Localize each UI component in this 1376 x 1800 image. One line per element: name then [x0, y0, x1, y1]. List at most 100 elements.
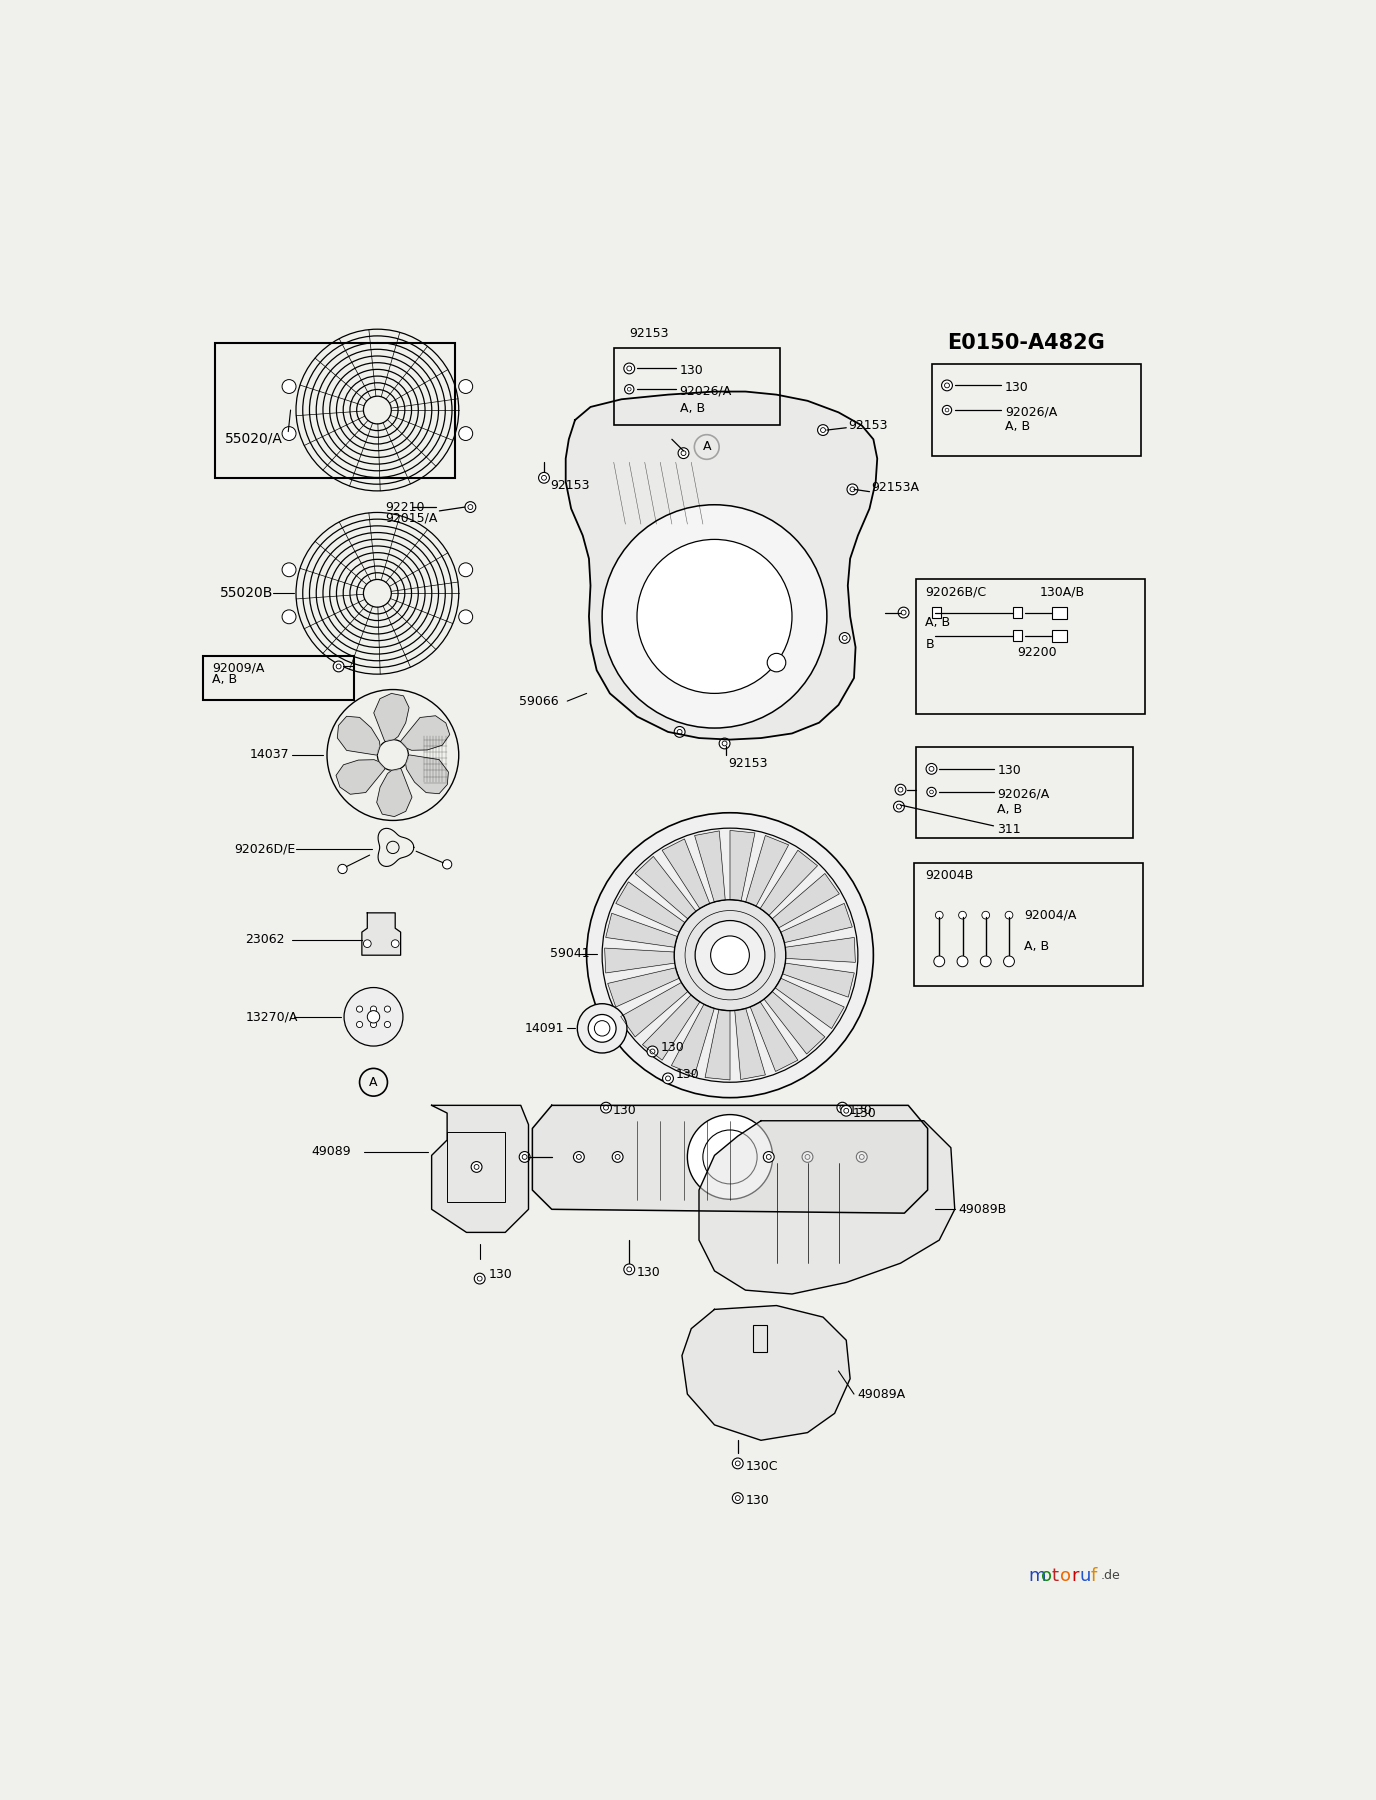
Circle shape: [688, 1114, 773, 1199]
Text: 92153: 92153: [848, 419, 888, 432]
Circle shape: [945, 409, 949, 412]
Polygon shape: [362, 913, 400, 956]
Bar: [915, 862, 1143, 986]
Text: 59066: 59066: [519, 695, 559, 707]
Circle shape: [615, 1154, 621, 1159]
Text: 130: 130: [612, 1103, 636, 1116]
Polygon shape: [783, 963, 854, 997]
Circle shape: [817, 425, 828, 436]
Text: 23062: 23062: [246, 932, 285, 947]
Text: 14037: 14037: [249, 749, 289, 761]
Circle shape: [363, 940, 372, 947]
Circle shape: [893, 801, 904, 812]
Circle shape: [842, 635, 848, 641]
Bar: [1051, 607, 1068, 619]
Text: 130: 130: [637, 1265, 660, 1278]
Text: A, B: A, B: [1025, 940, 1050, 952]
Circle shape: [538, 472, 549, 482]
Circle shape: [899, 787, 903, 792]
Circle shape: [929, 767, 934, 770]
Circle shape: [522, 1154, 527, 1159]
Circle shape: [338, 864, 347, 873]
Circle shape: [333, 661, 344, 671]
Circle shape: [958, 956, 967, 967]
Polygon shape: [735, 1008, 765, 1080]
Circle shape: [980, 956, 991, 967]
Circle shape: [542, 475, 546, 481]
Circle shape: [764, 1152, 775, 1163]
Circle shape: [468, 504, 473, 509]
Circle shape: [768, 653, 786, 671]
Polygon shape: [406, 754, 449, 794]
Bar: [932, 607, 941, 617]
Circle shape: [839, 632, 850, 643]
Circle shape: [820, 428, 826, 432]
Bar: [753, 1325, 768, 1352]
Text: 92153A: 92153A: [871, 481, 919, 493]
Text: 49089: 49089: [311, 1145, 351, 1157]
Polygon shape: [621, 983, 688, 1037]
Bar: [447, 1132, 505, 1202]
Circle shape: [720, 738, 731, 749]
Polygon shape: [533, 1105, 927, 1213]
Text: 130: 130: [853, 1107, 877, 1120]
Polygon shape: [760, 850, 817, 916]
Polygon shape: [400, 716, 450, 751]
Circle shape: [578, 1004, 627, 1053]
Circle shape: [841, 1105, 852, 1116]
Polygon shape: [566, 392, 878, 740]
Circle shape: [637, 540, 793, 693]
Circle shape: [695, 920, 765, 990]
Circle shape: [282, 563, 296, 576]
Polygon shape: [662, 839, 710, 909]
Circle shape: [934, 956, 945, 967]
Circle shape: [856, 1152, 867, 1163]
Circle shape: [477, 1276, 482, 1282]
Text: t: t: [1051, 1568, 1058, 1586]
Text: 92026/A: 92026/A: [680, 385, 732, 398]
Polygon shape: [786, 938, 856, 963]
Circle shape: [586, 814, 874, 1098]
Circle shape: [282, 610, 296, 625]
Polygon shape: [780, 904, 852, 943]
Circle shape: [370, 1021, 377, 1028]
Circle shape: [647, 1046, 658, 1057]
Circle shape: [627, 1267, 632, 1273]
Polygon shape: [764, 992, 824, 1055]
Circle shape: [574, 1152, 585, 1163]
Text: A, B: A, B: [925, 616, 951, 630]
Circle shape: [336, 664, 341, 670]
Circle shape: [843, 1109, 849, 1112]
Text: 92004B: 92004B: [925, 869, 974, 882]
Polygon shape: [643, 995, 700, 1060]
Circle shape: [1004, 911, 1013, 920]
Bar: [1051, 630, 1068, 643]
Circle shape: [678, 448, 689, 459]
Bar: [916, 580, 1145, 715]
Circle shape: [282, 427, 296, 441]
Circle shape: [805, 1154, 810, 1159]
Text: 14091: 14091: [524, 1022, 564, 1035]
Circle shape: [603, 504, 827, 727]
Circle shape: [475, 1165, 479, 1170]
Text: 130: 130: [1004, 382, 1029, 394]
Polygon shape: [616, 882, 685, 932]
Circle shape: [897, 805, 901, 808]
Text: u: u: [1080, 1568, 1091, 1586]
Circle shape: [627, 365, 632, 371]
Polygon shape: [605, 913, 677, 947]
Circle shape: [458, 380, 473, 394]
Text: 92153: 92153: [728, 756, 768, 770]
Text: A, B: A, B: [1004, 419, 1031, 434]
Bar: [1013, 607, 1022, 617]
Polygon shape: [750, 1003, 798, 1071]
Circle shape: [1003, 956, 1014, 967]
Bar: [916, 747, 1132, 839]
Circle shape: [850, 488, 854, 491]
Circle shape: [927, 787, 936, 797]
Text: 130: 130: [746, 1494, 769, 1507]
Circle shape: [600, 1102, 611, 1112]
Circle shape: [710, 936, 750, 974]
Text: f: f: [1090, 1568, 1097, 1586]
Circle shape: [766, 1154, 771, 1159]
